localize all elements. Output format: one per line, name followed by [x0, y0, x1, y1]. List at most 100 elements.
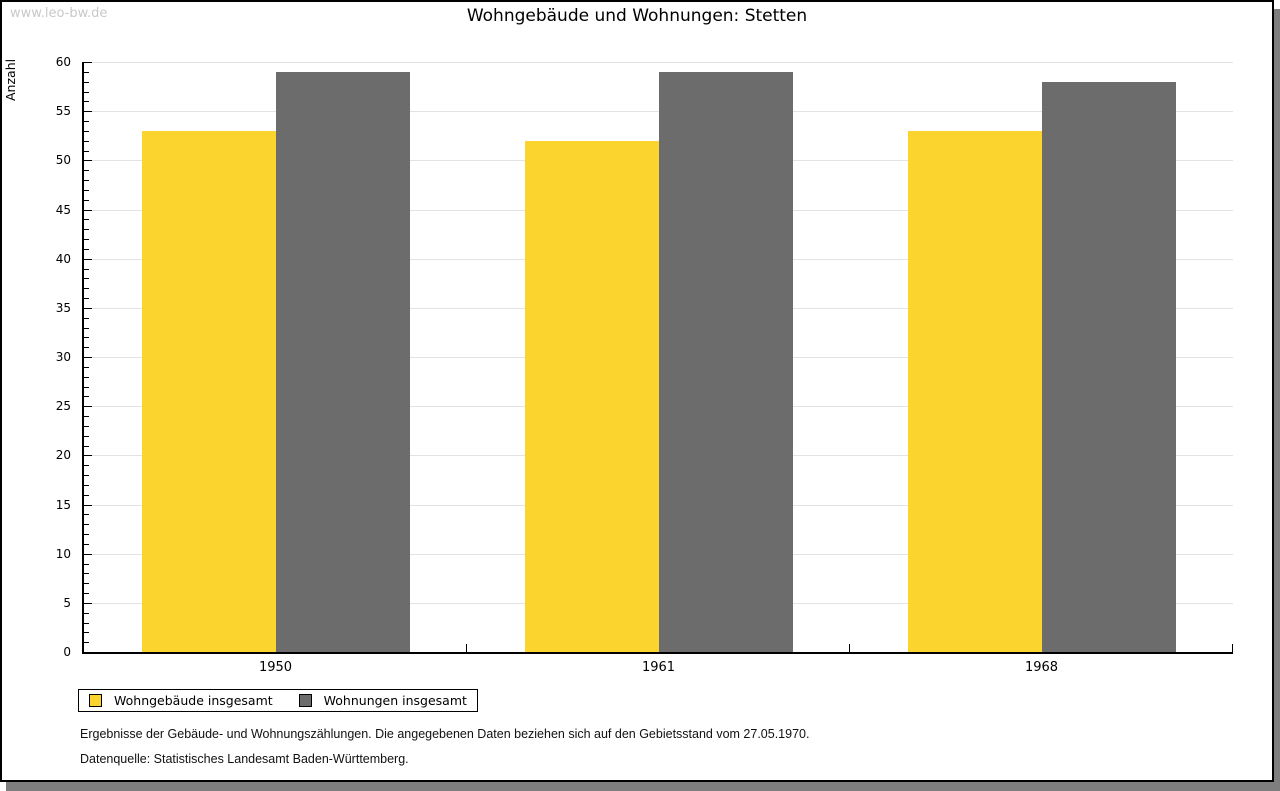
x-tick-label: 1950 [258, 660, 293, 675]
y-tick-label: 10 [55, 546, 71, 561]
y-minor-tick [84, 189, 89, 191]
y-tick-label: 15 [55, 497, 71, 512]
y-minor-tick [84, 534, 89, 535]
y-tick-label: 35 [55, 300, 71, 315]
y-minor-tick [84, 494, 89, 496]
y-major-tick [84, 62, 92, 63]
y-major-tick [84, 160, 92, 162]
y-tick-label: 45 [55, 202, 71, 217]
y-minor-tick [84, 396, 89, 398]
x-tick-label: 1961 [641, 660, 676, 675]
footnote-line1: Ergebnisse der Gebäude- und Wohnungszähl… [80, 727, 810, 741]
y-tick-label: 0 [63, 645, 71, 659]
y-minor-tick [84, 612, 89, 614]
bar-1961-wohngebaeude [524, 140, 659, 652]
footnote-line2: Datenquelle: Statistisches Landesamt Bad… [80, 752, 409, 766]
legend-label: Wohnungen insgesamt [323, 693, 467, 708]
bar-1950-wohnungen [275, 71, 410, 652]
y-minor-tick [84, 484, 89, 486]
y-tick-label: 50 [55, 153, 71, 168]
y-major-tick [84, 111, 92, 113]
y-minor-tick [84, 239, 89, 240]
y-minor-tick [84, 514, 89, 516]
y-minor-tick [84, 583, 89, 585]
y-minor-tick [84, 435, 89, 437]
y-minor-tick [84, 219, 89, 221]
y-tick-label: 25 [55, 399, 71, 414]
y-major-tick [84, 307, 92, 309]
x-boundary-tick [466, 644, 467, 652]
y-major-tick [84, 504, 92, 506]
gridline [84, 62, 1233, 63]
legend: Wohngebäude insgesamt Wohnungen insgesam… [78, 689, 478, 712]
y-tick-label: 5 [63, 595, 71, 610]
y-minor-tick [84, 229, 89, 231]
y-minor-tick [84, 632, 89, 634]
y-tick-label: 30 [55, 350, 71, 364]
y-minor-tick [84, 593, 89, 594]
y-minor-tick [84, 543, 89, 545]
y-minor-tick [84, 416, 89, 417]
plot-area [82, 62, 1233, 654]
y-minor-tick [84, 337, 89, 339]
legend-label: Wohngebäude insgesamt [114, 693, 273, 708]
y-minor-tick [84, 288, 89, 290]
y-minor-tick [84, 465, 89, 467]
y-major-tick [84, 357, 92, 358]
y-axis-tick-labels: 0 5 10 15 20 25 30 35 40 45 50 55 60 [2, 55, 76, 659]
bar-1968-wohnungen [1041, 81, 1176, 652]
x-boundary-tick [1232, 644, 1233, 652]
y-minor-tick [84, 317, 89, 319]
chart-title: Wohngebäude und Wohnungen: Stetten [466, 6, 808, 26]
y-minor-tick [84, 268, 89, 270]
y-tick-label: 60 [55, 55, 71, 69]
y-minor-tick [84, 101, 89, 103]
y-minor-tick [84, 170, 89, 172]
y-minor-tick [84, 376, 89, 378]
y-minor-tick [84, 425, 89, 427]
x-axis-tick-labels: 1950 1961 1968 [84, 660, 1233, 678]
y-minor-tick [84, 130, 89, 132]
watermark: www.leo-bw.de [10, 6, 108, 21]
y-minor-tick [84, 180, 89, 181]
y-minor-tick [84, 248, 89, 250]
y-minor-tick [84, 140, 89, 142]
y-minor-tick [84, 563, 89, 565]
y-tick-label: 55 [55, 104, 71, 119]
y-minor-tick [84, 278, 89, 280]
y-minor-tick [84, 91, 89, 93]
y-minor-tick [84, 347, 89, 349]
y-minor-tick [84, 642, 89, 644]
y-minor-tick [84, 573, 89, 575]
y-major-tick [84, 406, 92, 408]
y-minor-tick [84, 71, 89, 73]
y-major-tick [84, 553, 92, 555]
y-minor-tick [84, 121, 89, 122]
legend-item-wohnungen: Wohnungen insgesamt [298, 693, 467, 708]
legend-item-wohngebaeude: Wohngebäude insgesamt [89, 693, 273, 708]
y-major-tick [84, 455, 92, 457]
y-major-tick [84, 602, 92, 604]
x-tick-label: 1968 [1024, 660, 1059, 675]
y-minor-tick [84, 81, 89, 83]
y-minor-tick [84, 199, 89, 201]
y-minor-tick [84, 445, 89, 447]
x-boundary-tick [849, 644, 850, 652]
y-tick-label: 20 [55, 448, 71, 463]
y-minor-tick [84, 475, 89, 476]
y-minor-tick [84, 366, 89, 368]
y-minor-tick [84, 622, 89, 624]
legend-swatch-gray [298, 694, 312, 707]
y-tick-label: 40 [55, 251, 71, 266]
y-minor-tick [84, 524, 89, 526]
y-minor-tick [84, 327, 89, 329]
y-minor-tick [84, 386, 89, 388]
bar-1961-wohnungen [658, 71, 793, 652]
y-major-tick [84, 258, 92, 260]
bar-1950-wohngebaeude [141, 130, 276, 652]
y-major-tick [84, 209, 92, 211]
legend-swatch-yellow [89, 694, 102, 707]
y-minor-tick [84, 298, 89, 299]
